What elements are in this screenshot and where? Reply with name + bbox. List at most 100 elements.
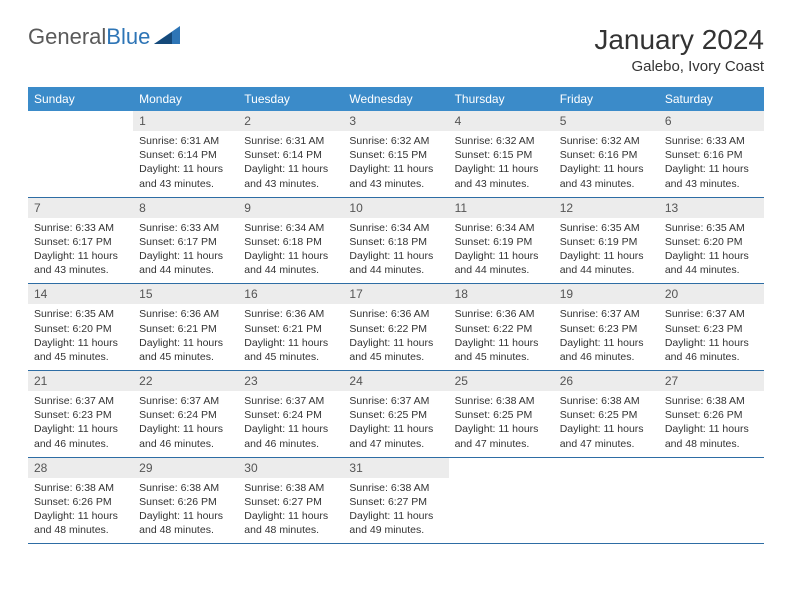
day-cell bbox=[449, 457, 554, 544]
sunrise-text: Sunrise: 6:34 AM bbox=[349, 221, 442, 235]
daylight-text: Daylight: 11 hours and 45 minutes. bbox=[244, 336, 337, 364]
day-number: 29 bbox=[133, 458, 238, 478]
day-cell: 15Sunrise: 6:36 AMSunset: 6:21 PMDayligh… bbox=[133, 284, 238, 371]
sunrise-text: Sunrise: 6:38 AM bbox=[139, 481, 232, 495]
week-row: 21Sunrise: 6:37 AMSunset: 6:23 PMDayligh… bbox=[28, 371, 764, 458]
day-cell: 4Sunrise: 6:32 AMSunset: 6:15 PMDaylight… bbox=[449, 111, 554, 197]
daylight-text: Daylight: 11 hours and 46 minutes. bbox=[665, 336, 758, 364]
sunrise-text: Sunrise: 6:37 AM bbox=[665, 307, 758, 321]
week-row: 7Sunrise: 6:33 AMSunset: 6:17 PMDaylight… bbox=[28, 197, 764, 284]
sunrise-text: Sunrise: 6:38 AM bbox=[560, 394, 653, 408]
day-cell: 31Sunrise: 6:38 AMSunset: 6:27 PMDayligh… bbox=[343, 457, 448, 544]
daylight-text: Daylight: 11 hours and 44 minutes. bbox=[244, 249, 337, 277]
sunrise-text: Sunrise: 6:37 AM bbox=[349, 394, 442, 408]
daylight-text: Daylight: 11 hours and 48 minutes. bbox=[665, 422, 758, 450]
sunrise-text: Sunrise: 6:38 AM bbox=[455, 394, 548, 408]
day-text: Sunrise: 6:32 AMSunset: 6:15 PMDaylight:… bbox=[449, 131, 554, 197]
day-cell: 27Sunrise: 6:38 AMSunset: 6:26 PMDayligh… bbox=[659, 371, 764, 458]
day-text: Sunrise: 6:36 AMSunset: 6:21 PMDaylight:… bbox=[238, 304, 343, 370]
sunset-text: Sunset: 6:20 PM bbox=[665, 235, 758, 249]
day-text: Sunrise: 6:32 AMSunset: 6:16 PMDaylight:… bbox=[554, 131, 659, 197]
sunset-text: Sunset: 6:23 PM bbox=[34, 408, 127, 422]
sunset-text: Sunset: 6:26 PM bbox=[34, 495, 127, 509]
day-number: 11 bbox=[449, 198, 554, 218]
daylight-text: Daylight: 11 hours and 45 minutes. bbox=[349, 336, 442, 364]
sunrise-text: Sunrise: 6:36 AM bbox=[244, 307, 337, 321]
sunset-text: Sunset: 6:17 PM bbox=[139, 235, 232, 249]
daylight-text: Daylight: 11 hours and 43 minutes. bbox=[665, 162, 758, 190]
daylight-text: Daylight: 11 hours and 46 minutes. bbox=[244, 422, 337, 450]
day-cell: 18Sunrise: 6:36 AMSunset: 6:22 PMDayligh… bbox=[449, 284, 554, 371]
day-text: Sunrise: 6:37 AMSunset: 6:25 PMDaylight:… bbox=[343, 391, 448, 457]
daylight-text: Daylight: 11 hours and 43 minutes. bbox=[560, 162, 653, 190]
sunrise-text: Sunrise: 6:38 AM bbox=[34, 481, 127, 495]
sunrise-text: Sunrise: 6:36 AM bbox=[139, 307, 232, 321]
day-cell: 24Sunrise: 6:37 AMSunset: 6:25 PMDayligh… bbox=[343, 371, 448, 458]
day-number: 25 bbox=[449, 371, 554, 391]
daylight-text: Daylight: 11 hours and 44 minutes. bbox=[139, 249, 232, 277]
day-text: Sunrise: 6:38 AMSunset: 6:26 PMDaylight:… bbox=[133, 478, 238, 544]
day-cell: 20 Sunrise: 6:37 AMSunset: 6:23 PMDayligh… bbox=[659, 284, 764, 371]
header: GeneralBlue January 2024 Galebo, Ivory C… bbox=[28, 24, 764, 75]
day-number: 17 bbox=[343, 284, 448, 304]
day-number: 16 bbox=[238, 284, 343, 304]
day-cell: 9Sunrise: 6:34 AMSunset: 6:18 PMDaylight… bbox=[238, 197, 343, 284]
sunset-text: Sunset: 6:17 PM bbox=[34, 235, 127, 249]
day-header-row: Sunday Monday Tuesday Wednesday Thursday… bbox=[28, 87, 764, 111]
day-text: Sunrise: 6:35 AMSunset: 6:20 PMDaylight:… bbox=[28, 304, 133, 370]
day-text bbox=[449, 464, 554, 525]
day-text: Sunrise: 6:35 AMSunset: 6:19 PMDaylight:… bbox=[554, 218, 659, 284]
day-number: 14 bbox=[28, 284, 133, 304]
sunrise-text: Sunrise: 6:33 AM bbox=[34, 221, 127, 235]
day-number: 13 bbox=[659, 198, 764, 218]
day-text: Sunrise: 6:38 AMSunset: 6:25 PMDaylight:… bbox=[554, 391, 659, 457]
day-header: Wednesday bbox=[343, 87, 448, 111]
sunset-text: Sunset: 6:27 PM bbox=[244, 495, 337, 509]
day-number: 20 bbox=[659, 284, 764, 304]
daylight-text: Daylight: 11 hours and 47 minutes. bbox=[560, 422, 653, 450]
brand-triangle-icon bbox=[154, 24, 180, 50]
day-number: 10 bbox=[343, 198, 448, 218]
sunrise-text: Sunrise: 6:35 AM bbox=[665, 221, 758, 235]
day-number: 27 bbox=[659, 371, 764, 391]
sunrise-text: Sunrise: 6:37 AM bbox=[244, 394, 337, 408]
day-header: Saturday bbox=[659, 87, 764, 111]
day-header: Sunday bbox=[28, 87, 133, 111]
day-text: Sunrise: 6:38 AMSunset: 6:27 PMDaylight:… bbox=[343, 478, 448, 544]
day-text: Sunrise: 6:38 AMSunset: 6:25 PMDaylight:… bbox=[449, 391, 554, 457]
day-number: 28 bbox=[28, 458, 133, 478]
daylight-text: Daylight: 11 hours and 43 minutes. bbox=[34, 249, 127, 277]
sunrise-text: Sunrise: 6:31 AM bbox=[244, 134, 337, 148]
day-cell: 28Sunrise: 6:38 AMSunset: 6:26 PMDayligh… bbox=[28, 457, 133, 544]
sunset-text: Sunset: 6:26 PM bbox=[665, 408, 758, 422]
sunrise-text: Sunrise: 6:37 AM bbox=[139, 394, 232, 408]
day-cell: 23Sunrise: 6:37 AMSunset: 6:24 PMDayligh… bbox=[238, 371, 343, 458]
daylight-text: Daylight: 11 hours and 43 minutes. bbox=[244, 162, 337, 190]
day-number: 30 bbox=[238, 458, 343, 478]
sunset-text: Sunset: 6:24 PM bbox=[244, 408, 337, 422]
day-text: Sunrise: 6:34 AMSunset: 6:19 PMDaylight:… bbox=[449, 218, 554, 284]
month-title: January 2024 bbox=[594, 24, 764, 56]
day-text: Sunrise: 6:31 AMSunset: 6:14 PMDaylight:… bbox=[238, 131, 343, 197]
day-cell: 21Sunrise: 6:37 AMSunset: 6:23 PMDayligh… bbox=[28, 371, 133, 458]
week-row: 28Sunrise: 6:38 AMSunset: 6:26 PMDayligh… bbox=[28, 457, 764, 544]
day-cell bbox=[554, 457, 659, 544]
day-cell: 11Sunrise: 6:34 AMSunset: 6:19 PMDayligh… bbox=[449, 197, 554, 284]
day-cell bbox=[28, 111, 133, 197]
sunset-text: Sunset: 6:16 PM bbox=[560, 148, 653, 162]
daylight-text: Daylight: 11 hours and 44 minutes. bbox=[665, 249, 758, 277]
sunrise-text: Sunrise: 6:37 AM bbox=[34, 394, 127, 408]
sunset-text: Sunset: 6:24 PM bbox=[139, 408, 232, 422]
sunrise-text: Sunrise: 6:35 AM bbox=[34, 307, 127, 321]
day-text: Sunrise: 6:36 AMSunset: 6:21 PMDaylight:… bbox=[133, 304, 238, 370]
daylight-text: Daylight: 11 hours and 48 minutes. bbox=[139, 509, 232, 537]
day-text: Sunrise: 6:32 AMSunset: 6:15 PMDaylight:… bbox=[343, 131, 448, 197]
sunset-text: Sunset: 6:26 PM bbox=[139, 495, 232, 509]
day-cell: 25Sunrise: 6:38 AMSunset: 6:25 PMDayligh… bbox=[449, 371, 554, 458]
sunset-text: Sunset: 6:23 PM bbox=[665, 322, 758, 336]
sunset-text: Sunset: 6:18 PM bbox=[349, 235, 442, 249]
day-number: 12 bbox=[554, 198, 659, 218]
sunrise-text: Sunrise: 6:38 AM bbox=[244, 481, 337, 495]
day-cell: 17Sunrise: 6:36 AMSunset: 6:22 PMDayligh… bbox=[343, 284, 448, 371]
day-number: 31 bbox=[343, 458, 448, 478]
